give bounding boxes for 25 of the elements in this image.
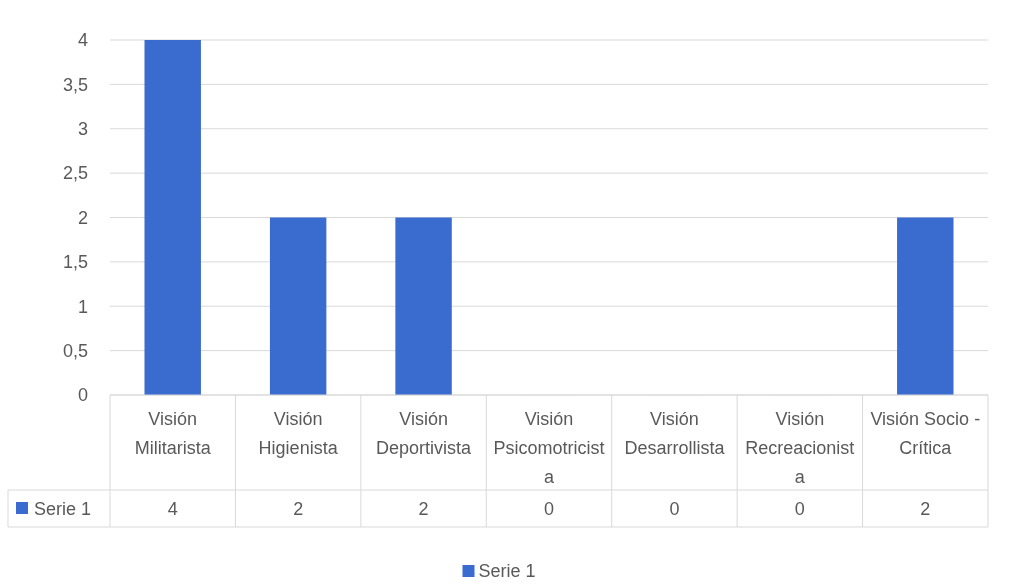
x-tick-label: Visión Recreacionista	[745, 409, 855, 487]
y-tick-label: 2	[77, 207, 88, 228]
legend-label: Serie 1	[34, 499, 92, 520]
data-label: 2	[293, 499, 304, 520]
y-tick-label: 0	[77, 385, 88, 406]
y-tick-label: 1	[77, 296, 88, 317]
data-label: 0	[669, 499, 680, 520]
y-tick-label: 3,5	[62, 74, 88, 95]
y-tick-label: 2,5	[62, 163, 88, 184]
x-tick-label: Visión Militarista	[134, 409, 212, 458]
data-label: 4	[167, 499, 178, 520]
data-label: 0	[794, 499, 805, 520]
x-tick-label: Visión Desarrollista	[624, 409, 726, 458]
data-label: 2	[418, 499, 429, 520]
x-tick-label: Visión Deportivista	[376, 409, 473, 458]
text: Serie 1	[478, 561, 536, 582]
y-tick-label: 0,5	[62, 340, 88, 361]
x-tick-label: Visión Psicomotricista	[493, 409, 605, 487]
data-label: 0	[543, 499, 555, 520]
x-tick-label: Visión Socio - Crítica	[870, 409, 981, 458]
y-tick-label: 4	[77, 30, 88, 51]
y-tick-label: 1,5	[62, 252, 88, 273]
data-label: 2	[920, 499, 931, 520]
y-tick-label: 3	[77, 119, 88, 140]
x-tick-label: Visión Higienista	[258, 409, 339, 458]
